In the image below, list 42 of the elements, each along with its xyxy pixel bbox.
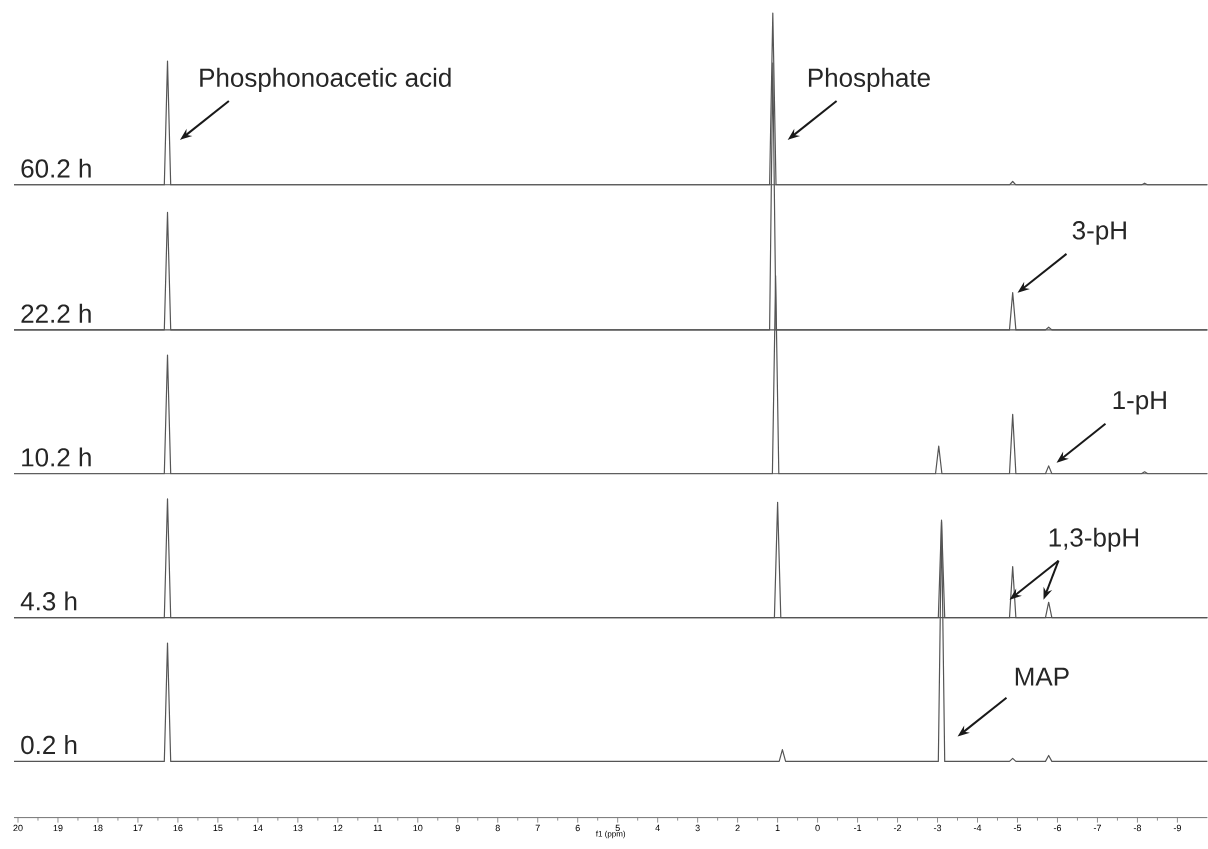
x-tick-label: 14: [253, 825, 263, 832]
annotation: 1,3-bpH: [1049, 527, 1139, 553]
x-tick-label: 5: [615, 825, 620, 832]
annotation: 3-pH: [1072, 221, 1126, 245]
x-tick-label: 0: [815, 825, 820, 832]
x-tick-label: 6: [575, 825, 580, 832]
x-tick-label: 9: [455, 825, 460, 832]
x-tick-label: 16: [173, 825, 183, 832]
x-tick-label: 3: [695, 825, 700, 832]
y-axis-title: 10.2 h: [22, 447, 91, 467]
x-tick-label: 4: [655, 825, 660, 832]
x-tick-label: -7: [1093, 825, 1101, 832]
x-tick-label: -5: [1013, 825, 1022, 832]
x-tick-label: -3: [933, 825, 942, 832]
annotation: Phosphonoacetic acid: [200, 68, 451, 93]
x-tick-label: -4: [973, 825, 982, 832]
x-tick-label: 19: [53, 825, 63, 832]
x-tick-label: 10: [413, 825, 423, 832]
x-tick-label: 12: [333, 825, 343, 832]
y-axis-title: 22.2 h: [21, 304, 91, 323]
x-tick-label: -9: [1173, 825, 1181, 832]
y-axis-title: 60.2 h: [21, 158, 91, 178]
annotation: MAP: [1015, 667, 1069, 686]
x-tick-label: -8: [1133, 825, 1142, 832]
x-tick-label: 15: [213, 825, 223, 832]
x-tick-label: 13: [293, 825, 303, 832]
x-tick-label: 18: [93, 825, 103, 832]
x-tick-label: 20: [13, 825, 23, 832]
y-axis-title: 4.3 h: [20, 591, 77, 611]
x-tick-label: 17: [133, 825, 143, 832]
annotation: 1-pH: [1113, 391, 1166, 415]
annotation: Phosphate: [808, 68, 930, 93]
x-tick-label: -2: [893, 825, 902, 832]
x-tick-label: 7: [535, 825, 540, 832]
x-tick-label: -6: [1053, 825, 1062, 832]
x-tick-label: 1: [775, 825, 780, 832]
x-axis-title: f1 (ppm): [595, 830, 626, 839]
x-tick-label: 11: [373, 825, 383, 832]
x-tick-label: -1: [853, 825, 862, 832]
x-tick-label: 2: [735, 825, 740, 832]
y-axis-title: 0.2 h: [21, 735, 77, 755]
x-tick-label: 8: [495, 825, 500, 832]
